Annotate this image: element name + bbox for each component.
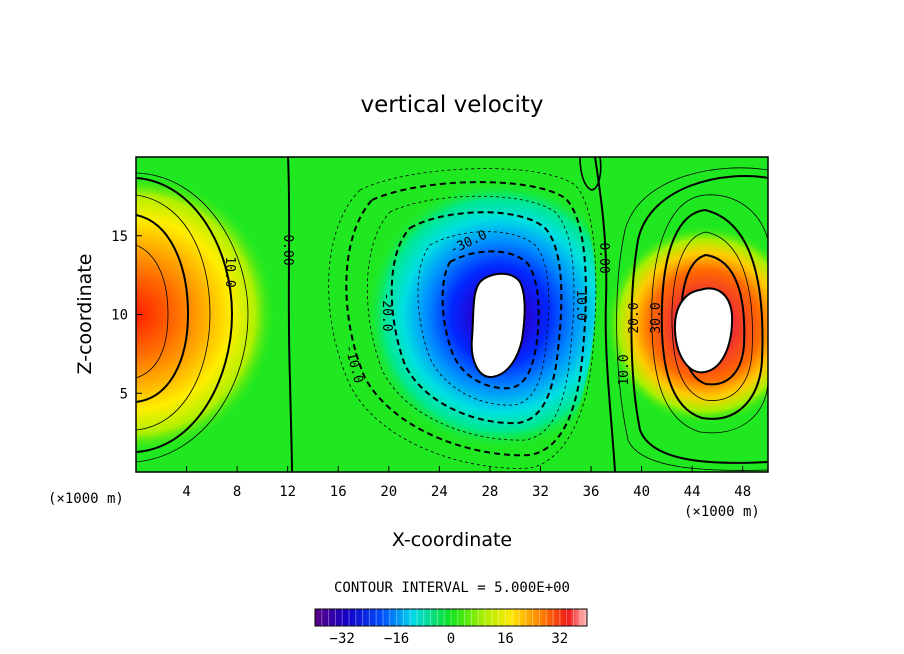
colorbar-tick-label: −16	[384, 631, 409, 647]
contour-line	[630, 175, 768, 464]
contour-line	[136, 172, 249, 463]
x-tick-label: 32	[532, 484, 549, 500]
x-tick-label: 12	[279, 484, 296, 500]
colorbar-tick-label: −32	[330, 631, 355, 647]
x-axis-label: X-coordinate	[392, 529, 512, 551]
y-tick-label: 15	[111, 229, 128, 245]
chart-title: vertical velocity	[361, 92, 544, 118]
contour-label: 10.0	[617, 354, 632, 385]
x-tick-label: 48	[734, 484, 751, 500]
contour-line	[616, 167, 768, 471]
contour-label: 0.00	[280, 234, 295, 265]
contour-zero-lobe	[579, 157, 602, 191]
colorbar-tick-label: 16	[497, 631, 514, 647]
contour-line	[390, 211, 563, 425]
downdraft-center-fill	[339, 172, 596, 466]
contour-line	[441, 250, 540, 390]
contour-line	[136, 177, 234, 453]
x-tick-label: 24	[431, 484, 448, 500]
contour-zero-left	[287, 157, 293, 472]
contour-zero-right	[594, 157, 616, 472]
contour-line	[366, 195, 575, 441]
contour-line	[345, 181, 587, 457]
updraft-core-blank	[673, 287, 734, 374]
colorbar-tick-label: 0	[447, 631, 455, 647]
contour-label: -20.0	[379, 292, 394, 331]
y-axis-label: Z-coordinate	[74, 254, 96, 375]
updraft-left-fill	[136, 157, 276, 472]
x-unit-left: (×1000 m)	[48, 491, 124, 507]
x-tick-label: 44	[684, 484, 701, 500]
colorbar-segments	[321, 609, 581, 626]
x-tick-label: 20	[380, 484, 397, 500]
contour-label: 10.0	[222, 256, 237, 287]
contour-line	[136, 194, 211, 431]
contour-interval-note: CONTOUR INTERVAL = 5.000E+00	[334, 580, 570, 596]
colorbar: −32 −16 0 16 32	[314, 608, 588, 647]
x-tick-label: 4	[182, 484, 190, 500]
contour-line	[136, 244, 169, 379]
x-axis: 4 8 12 16 20 24 28 32 36 40 44 48	[182, 466, 751, 500]
contour-line	[671, 231, 753, 401]
contour-label: 20.0	[627, 302, 642, 333]
plot-area: 10.0 0.00 -20.0 -30.0 -10.0 10.0 0.00 20…	[136, 157, 768, 472]
contour-label: 10.0	[573, 289, 588, 320]
colorbar-tick-label: 32	[551, 631, 568, 647]
colorbar-ticks: −32 −16 0 16 32	[330, 631, 569, 647]
contour-line	[679, 253, 746, 386]
x-tick-label: 28	[481, 484, 498, 500]
x-tick-label: 40	[633, 484, 650, 500]
contour-line	[136, 214, 190, 403]
y-tick-label: 5	[120, 386, 128, 402]
downdraft-core-blank	[470, 272, 526, 379]
x-tick-label: 36	[583, 484, 600, 500]
y-tick-label: 10	[111, 308, 128, 324]
x-tick-label: 8	[233, 484, 241, 500]
contour-label: 30.0	[649, 302, 664, 333]
contour-line	[651, 194, 768, 434]
contour-label: 0.00	[596, 242, 611, 273]
y-axis: 5 10 15	[111, 229, 142, 402]
x-unit-right: (×1000 m)	[684, 504, 760, 520]
contour-line	[660, 208, 764, 420]
x-tick-label: 16	[330, 484, 347, 500]
colorbar-gradient	[314, 608, 588, 627]
